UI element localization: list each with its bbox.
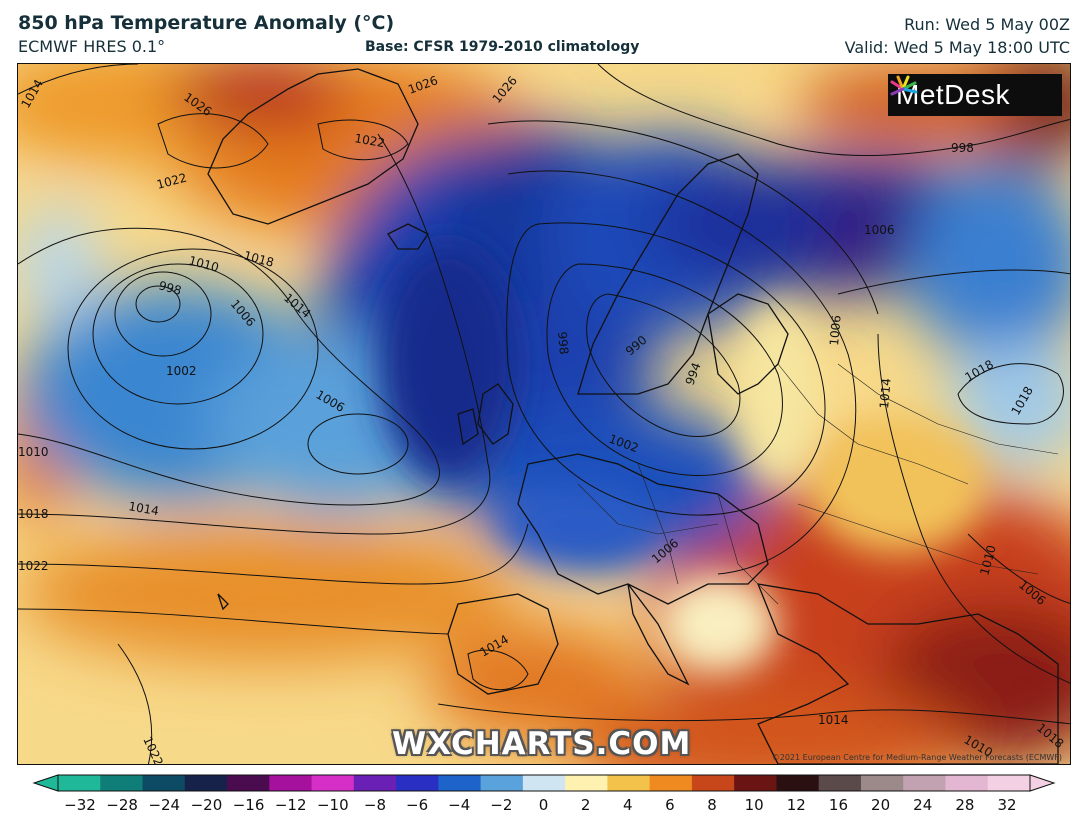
colorbar-tick-label: 8 (707, 796, 717, 814)
isobar-label: 1014 (818, 713, 849, 727)
colorbar-tick-label: −10 (316, 796, 349, 814)
colorbar-cell (142, 775, 186, 791)
isobar-label: 1014 (877, 378, 894, 410)
colorbar-tick-label: −12 (274, 796, 307, 814)
colorbar-cell (396, 775, 439, 791)
country-borders (577, 363, 1059, 605)
isobar-label: 1022 (18, 559, 49, 573)
colorbar-cell (691, 775, 735, 791)
colorbar-cells (32, 774, 1056, 792)
colorbar-frame (57, 774, 1031, 792)
map-canvas: 1014 1026 1022 1026 1022 1026 1018 1010 … (18, 64, 1070, 764)
colorbar-cell (438, 775, 482, 791)
colorbar-cell (480, 775, 524, 791)
colorbar-tick-label: −20 (190, 796, 223, 814)
colorbar-tick-label: 28 (955, 796, 975, 814)
colorbar-extend-high (1029, 774, 1056, 792)
colorbar-tick-label: −8 (363, 796, 387, 814)
colorbar-extend-low (32, 774, 59, 792)
colorbar-tick-label: 2 (580, 796, 591, 814)
valid-time-label: Valid: Wed 5 May 18:00 UTC (844, 38, 1070, 57)
colorbar-cell (311, 775, 355, 791)
colorbar-cell (776, 775, 820, 791)
colorbar-cell (269, 775, 313, 791)
isobar-label: 1022 (353, 131, 386, 150)
wxcharts-watermark: WXCHARTS.COM (392, 726, 692, 762)
colorbar-tick-label: 12 (786, 796, 806, 814)
colorbar-tick-label: −24 (148, 796, 181, 814)
copyright-notice: ©2021 European Centre for Medium-Range W… (771, 753, 1062, 762)
colorbar-tick-label: 0 (538, 796, 549, 814)
anomaly-field (18, 64, 1070, 764)
isobar-label: 1018 (18, 507, 49, 521)
coastlines (207, 68, 1059, 764)
colorbar-cell (227, 775, 270, 791)
colorbar-tick-label: 6 (665, 796, 675, 814)
colorbar-tick-label: −6 (406, 796, 429, 814)
isobar-label: 998 (951, 141, 974, 155)
isobars (18, 64, 1070, 764)
colorbar-cell (734, 775, 777, 791)
isobar-label: 1014 (127, 499, 160, 518)
model-label: ECMWF HRES 0.1° (18, 37, 166, 56)
colorbar-cell (945, 775, 989, 791)
isobar-label: 1002 (166, 364, 197, 378)
isobar-label: 998 (157, 278, 183, 297)
isobar-label: 998 (555, 331, 571, 355)
run-label: Run: Wed 5 May 00Z (904, 15, 1070, 34)
colorbar-tick-label: 20 (871, 796, 891, 814)
colorbar-tick-label: 32 (997, 796, 1017, 814)
colorbar-cell (184, 775, 228, 791)
colorbar-cell (860, 775, 904, 791)
colorbar-cell (987, 775, 1031, 791)
climatology-base-label: Base: CFSR 1979-2010 climatology (365, 39, 640, 55)
colorbar-cell (353, 775, 397, 791)
colorbar-cell (607, 775, 651, 791)
colorbar-cell (565, 775, 608, 791)
colorbar-tick-label: 24 (913, 796, 933, 814)
colorbar-tick-label: −28 (106, 796, 138, 814)
colorbar-tick-label: −2 (490, 796, 513, 814)
colorbar-cell (649, 775, 693, 791)
colorbar-tick-label: 10 (744, 796, 764, 814)
isobar-label: 1006 (864, 223, 895, 237)
colorbar (32, 774, 1056, 792)
colorbar-cell (100, 775, 144, 791)
colorbar-tick-label: 16 (828, 796, 848, 814)
anomaly-detail (378, 244, 988, 674)
colorbar-cell (522, 775, 566, 791)
colorbar-tick-label: −4 (448, 796, 471, 814)
colorbar-cell (903, 775, 946, 791)
colorbar-cell (58, 775, 101, 791)
anomaly-map: 1014 1026 1022 1026 1022 1026 1018 1010 … (17, 63, 1071, 765)
isobar-label: 1006 (827, 315, 844, 347)
colorbar-tick-label: −16 (232, 796, 265, 814)
isobar-label: 1010 (18, 445, 49, 459)
chart-title: 850 hPa Temperature Anomaly (°C) (18, 12, 395, 34)
metdesk-logo-icon (890, 75, 918, 96)
metdesk-logo: MetDesk (888, 74, 1062, 116)
colorbar-tick-label: −32 (64, 796, 96, 814)
colorbar-cell (818, 775, 862, 791)
colorbar-tick-label: 4 (622, 796, 633, 814)
